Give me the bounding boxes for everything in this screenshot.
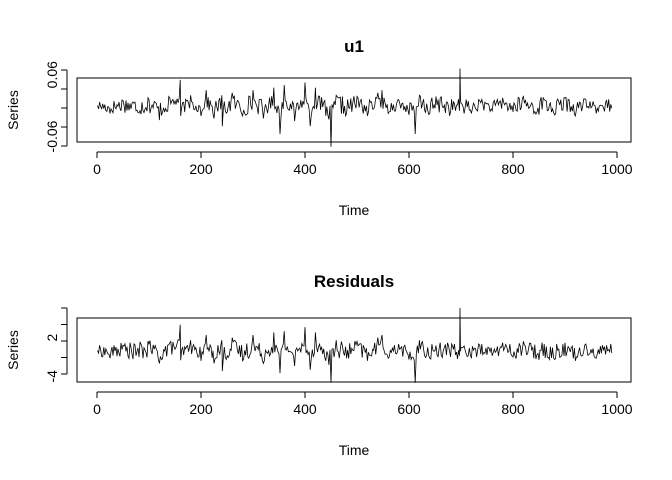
x-axis-label: Time [339, 442, 370, 458]
series-line [97, 68, 613, 147]
x-tick-label: 1000 [601, 161, 632, 177]
x-tick-label: 200 [189, 161, 213, 177]
y-tick-label: -0.06 [44, 120, 60, 152]
panel-u1: u1 0 200 400 600 800 1000 Time -0.06 0.06 Series [5, 37, 633, 218]
chart-title: Residuals [314, 272, 394, 291]
x-tick-label: 1000 [601, 401, 632, 417]
x-tick-label: 400 [293, 161, 317, 177]
x-tick-label: 600 [397, 401, 421, 417]
x-tick-label: 600 [397, 161, 421, 177]
y-tick-label: 2 [44, 333, 60, 341]
y-axis-label: Series [5, 330, 21, 370]
x-axis-label: Time [339, 202, 370, 218]
x-tick-label: 800 [501, 401, 525, 417]
y-tick-label: -4 [44, 370, 60, 383]
x-tick-label: 0 [93, 161, 101, 177]
chart-title: u1 [344, 37, 364, 56]
x-tick-label: 800 [501, 161, 525, 177]
plot-frame [76, 77, 632, 143]
x-tick-label: 200 [189, 401, 213, 417]
y-axis-label: Series [5, 90, 21, 130]
y-tick-label: 0.06 [44, 61, 60, 88]
plot-frame [76, 317, 632, 383]
x-tick-label: 400 [293, 401, 317, 417]
panel-residuals: Residuals 0 200 400 600 800 1000 Time -4 2 Series [5, 272, 633, 458]
x-tick-label: 0 [93, 401, 101, 417]
series-line [97, 307, 613, 383]
